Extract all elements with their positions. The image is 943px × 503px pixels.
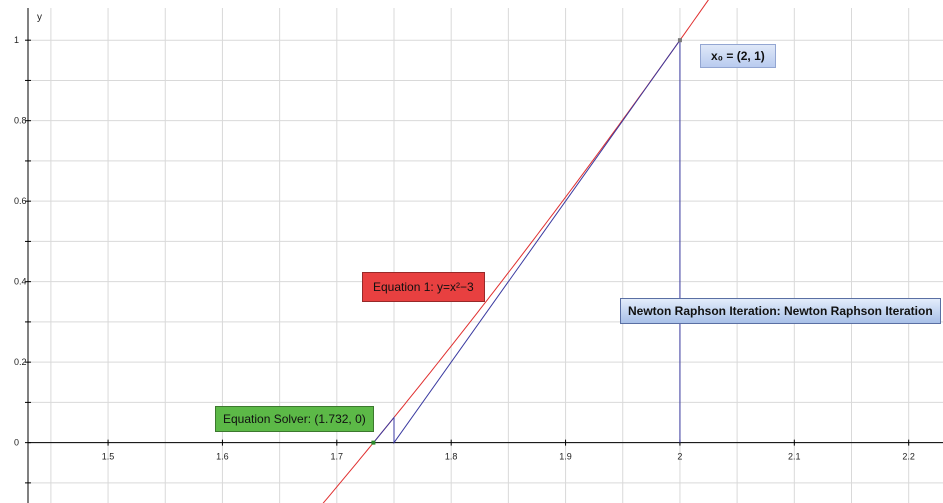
equation-1-label: Equation 1: y=x²−3 — [362, 272, 485, 302]
newton-raphson-label: Newton Raphson Iteration: Newton Raphson… — [620, 298, 941, 324]
x-tick-label: 2 — [677, 452, 682, 462]
x-tick-label: 1.8 — [445, 452, 458, 462]
equation-curve — [322, 0, 709, 503]
y-tick-label: 0.2 — [14, 357, 27, 367]
x-tick-label: 2.2 — [902, 452, 915, 462]
series-layer — [322, 0, 709, 503]
x-tick-label: 1.6 — [216, 452, 229, 462]
grid-lines — [28, 8, 943, 503]
y-axis-label: y — [37, 12, 42, 23]
x-tick-label: 1.9 — [559, 452, 572, 462]
y-tick-label: 0.4 — [14, 277, 27, 287]
y-tick-label: 0 — [14, 438, 19, 448]
x-tick-label: 2.1 — [788, 452, 801, 462]
axes — [25, 8, 943, 503]
y-tick-label: 1 — [14, 35, 19, 45]
equation-solver-label: Equation Solver: (1.732, 0) — [215, 406, 374, 432]
x0-point-label: x₀ = (2, 1) — [700, 44, 776, 68]
tick-labels: 1.5 1.6 1.7 1.8 1.9 2 2.1 2.2 0 0.2 0.4 0.6 0.8 1 — [14, 35, 915, 461]
x-tick-label: 1.5 — [102, 452, 115, 462]
newton-iteration-path — [373, 38, 681, 445]
y-tick-label: 0.6 — [14, 196, 27, 206]
x-tick-label: 1.7 — [331, 452, 344, 462]
x0-point-marker — [677, 38, 682, 43]
solver-point-marker — [371, 440, 376, 445]
y-tick-label: 0.8 — [14, 116, 27, 126]
